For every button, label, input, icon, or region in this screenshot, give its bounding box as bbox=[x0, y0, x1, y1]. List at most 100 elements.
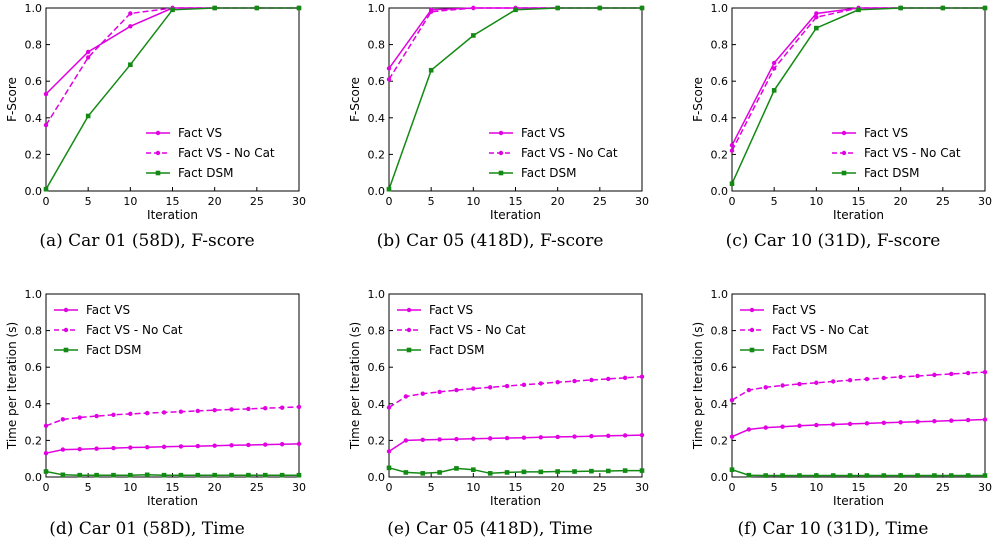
data-point bbox=[763, 473, 769, 478]
x-tick-label: 0 bbox=[729, 481, 736, 494]
legend-label: Fact VS - No Cat bbox=[86, 323, 183, 337]
data-point bbox=[145, 444, 150, 450]
x-tick-label: 15 bbox=[166, 481, 180, 494]
data-point bbox=[729, 467, 735, 472]
data-point bbox=[85, 55, 91, 60]
x-tick-label: 25 bbox=[936, 481, 950, 494]
y-tick-label: 0.2 bbox=[711, 148, 729, 161]
y-tick-label: 0.6 bbox=[711, 361, 729, 374]
legend-label: Fact VS bbox=[772, 303, 816, 317]
data-point bbox=[195, 408, 200, 414]
x-tick-label: 20 bbox=[551, 481, 565, 494]
legend-swatch-marker bbox=[498, 150, 504, 156]
y-tick-label: 0.0 bbox=[368, 185, 386, 198]
series-line-fact-vs-no-cat bbox=[731, 371, 986, 401]
data-point bbox=[780, 473, 785, 478]
series-line-fact-vs-no-cat bbox=[45, 406, 300, 427]
caption-c: (c) Car 10 (31D), F-score bbox=[725, 231, 941, 251]
data-point bbox=[504, 435, 510, 441]
x-tick-label: 15 bbox=[166, 195, 180, 208]
x-tick-label: 5 bbox=[428, 195, 435, 208]
x-tick-label: 20 bbox=[551, 195, 565, 208]
data-point bbox=[639, 5, 645, 11]
data-point bbox=[898, 473, 903, 478]
series-line-fact-dsm bbox=[388, 467, 642, 475]
data-point bbox=[111, 445, 116, 451]
series-line-fact-vs-no-cat bbox=[388, 7, 642, 80]
chart-panel-d: 0 5 10 15 20 25 30 0.0 0.2 0.4 0.6 0.8 1.0 Iteration T… bbox=[5, 288, 306, 508]
legend-swatch-marker bbox=[749, 327, 755, 333]
series-line-fact-vs bbox=[388, 7, 642, 69]
data-point bbox=[949, 418, 954, 423]
data-point bbox=[780, 424, 785, 429]
legend: Fact VS Fact VS - No Cat Fact DSM bbox=[54, 303, 183, 357]
data-point bbox=[85, 113, 91, 119]
data-point bbox=[471, 467, 476, 472]
legend-label: Fact VS bbox=[429, 303, 473, 317]
data-point bbox=[279, 405, 285, 410]
data-point bbox=[881, 420, 886, 426]
x-tick-label: 5 bbox=[771, 195, 778, 208]
data-point bbox=[965, 370, 971, 376]
data-point bbox=[622, 468, 628, 473]
legend-label: Fact VS bbox=[86, 303, 130, 317]
y-axis-label: F-Score bbox=[691, 77, 705, 122]
legend-swatch-marker bbox=[63, 327, 69, 333]
x-axis-label: Iteration bbox=[833, 208, 884, 222]
data-point bbox=[85, 49, 91, 55]
data-point bbox=[831, 422, 836, 427]
x-tick-label: 15 bbox=[509, 481, 523, 494]
x-axis-label: Iteration bbox=[490, 208, 541, 222]
x-axis-label: Iteration bbox=[147, 208, 198, 222]
data-point bbox=[488, 436, 493, 441]
data-point bbox=[864, 421, 870, 426]
series-line-fact-vs bbox=[45, 7, 299, 95]
y-tick-label: 0.4 bbox=[368, 398, 386, 411]
y-tick-label: 0.8 bbox=[711, 39, 729, 52]
chart-panel-b: 0 5 10 15 20 25 30 0.0 0.2 0.4 0.6 0.8 1.0 Iteration F… bbox=[348, 2, 649, 222]
data-point bbox=[814, 473, 819, 478]
data-point bbox=[521, 382, 527, 387]
legend: Fact VS Fact VS - No Cat Fact DSM bbox=[740, 303, 869, 357]
y-tick-label: 1.0 bbox=[368, 288, 386, 301]
data-point bbox=[437, 470, 442, 475]
data-point bbox=[847, 377, 853, 383]
data-point bbox=[504, 470, 510, 475]
data-point bbox=[639, 468, 645, 473]
x-tick-label: 15 bbox=[509, 195, 523, 208]
data-point bbox=[771, 66, 777, 71]
x-tick-label: 0 bbox=[729, 195, 736, 208]
data-point bbox=[246, 406, 251, 412]
y-tick-label: 1.0 bbox=[25, 288, 43, 301]
data-point bbox=[296, 441, 302, 447]
data-point bbox=[797, 381, 802, 387]
data-point bbox=[471, 33, 476, 38]
data-point bbox=[538, 435, 543, 440]
legend-swatch-marker bbox=[155, 150, 161, 156]
data-point bbox=[296, 5, 302, 11]
legend: Fact VS Fact VS - No Cat Fact DSM bbox=[146, 126, 275, 180]
y-tick-label: 0.0 bbox=[368, 471, 386, 484]
legend-swatch-marker bbox=[406, 307, 412, 313]
y-tick-label: 0.4 bbox=[711, 112, 729, 125]
plot-area: 0 5 10 15 20 25 30 0.0 0.2 0.4 0.6 0.8 1.0 Iteration T… bbox=[348, 288, 649, 508]
y-tick-label: 1.0 bbox=[711, 288, 729, 301]
chart-svg-a: 0 5 10 15 20 25 30 0.0 0.2 0.4 0.6 0.8 1.0 Iteration F… bbox=[5, 2, 306, 222]
x-tick-label: 5 bbox=[85, 195, 92, 208]
x-tick-label: 30 bbox=[292, 195, 306, 208]
chart-panel-a: 0 5 10 15 20 25 30 0.0 0.2 0.4 0.6 0.8 1.0 Iteration F… bbox=[5, 2, 306, 222]
data-point bbox=[847, 473, 853, 478]
legend-swatch-marker bbox=[749, 347, 755, 353]
data-point bbox=[605, 468, 611, 474]
data-point bbox=[128, 411, 133, 417]
data-point bbox=[403, 470, 409, 475]
data-point bbox=[386, 66, 392, 71]
data-point bbox=[746, 427, 752, 432]
x-tick-label: 15 bbox=[852, 481, 866, 494]
data-point bbox=[488, 385, 493, 390]
x-tick-label: 20 bbox=[208, 195, 222, 208]
data-point bbox=[403, 438, 409, 443]
data-point bbox=[555, 469, 560, 474]
y-tick-label: 0.4 bbox=[368, 112, 386, 125]
